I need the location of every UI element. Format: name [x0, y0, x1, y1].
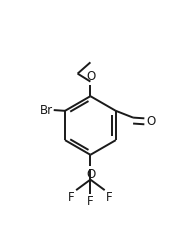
Text: F: F — [68, 191, 75, 204]
Text: O: O — [87, 70, 96, 83]
Text: Br: Br — [39, 103, 53, 117]
Text: O: O — [87, 167, 96, 181]
Text: O: O — [147, 115, 156, 128]
Text: F: F — [106, 191, 113, 204]
Text: F: F — [87, 195, 94, 208]
